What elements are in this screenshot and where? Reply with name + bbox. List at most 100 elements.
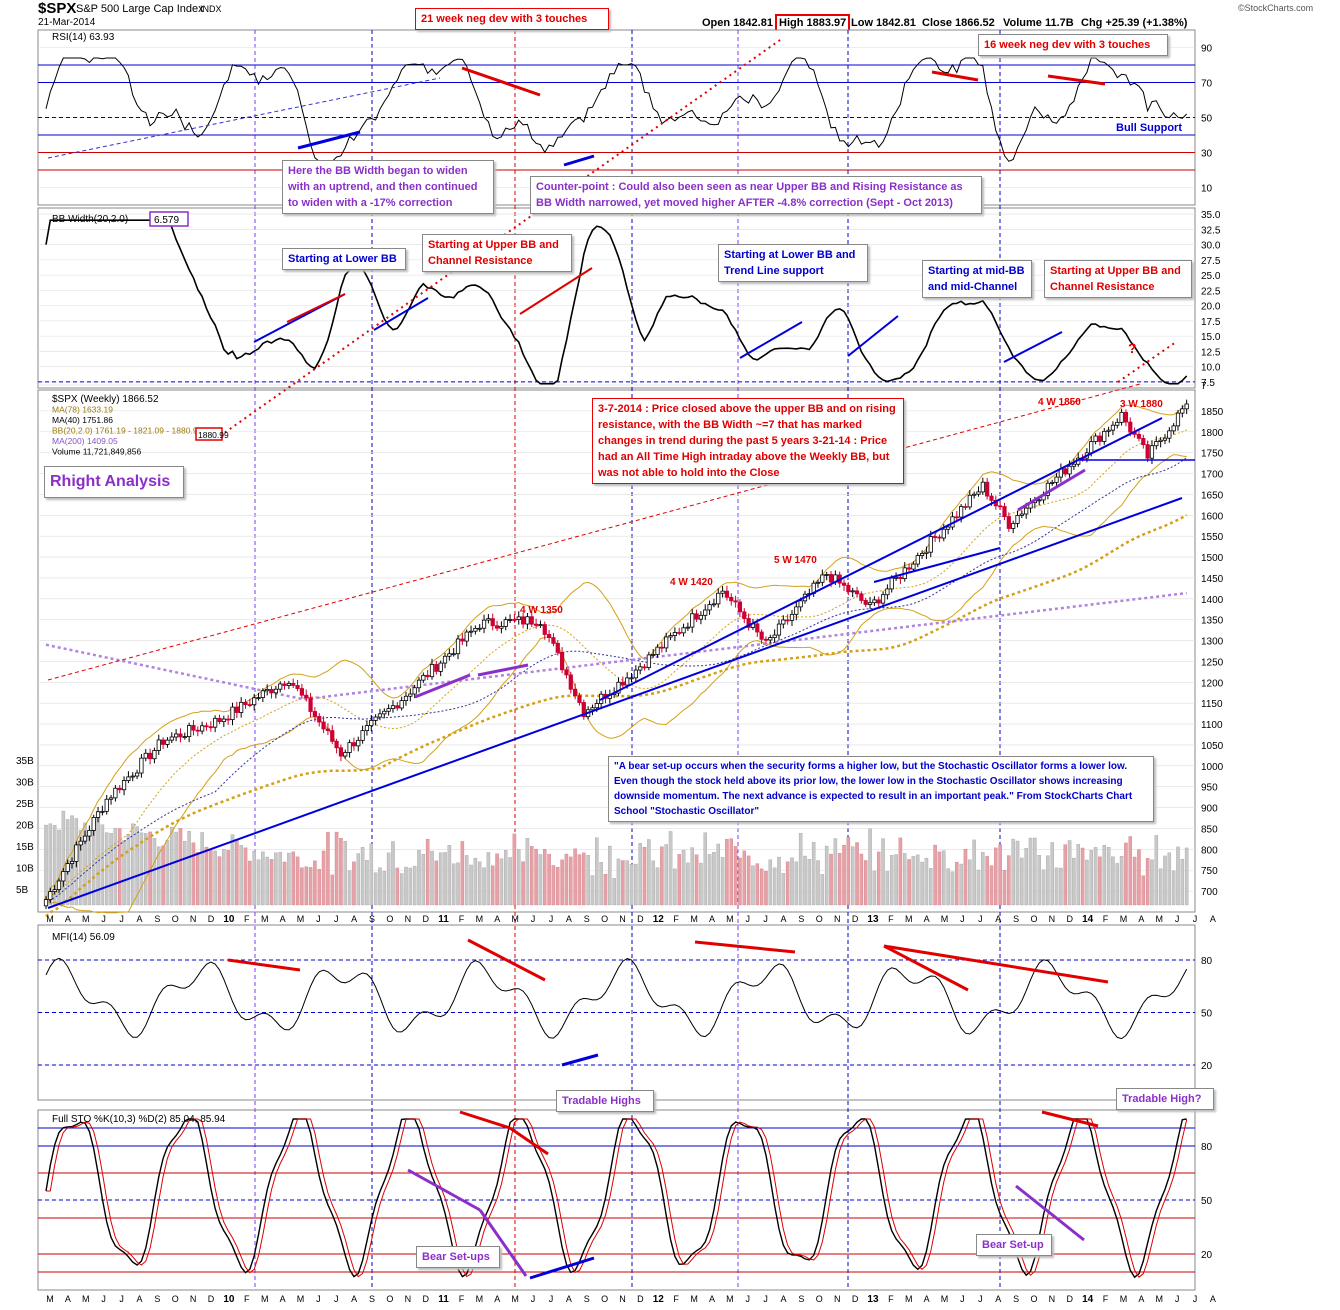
volume-bar — [113, 827, 118, 906]
candle-body — [338, 747, 344, 757]
volume-bar — [226, 850, 230, 906]
candle-body — [1089, 441, 1094, 454]
candle-body — [919, 553, 925, 556]
candle-body — [52, 889, 57, 893]
month-tick-0: J — [119, 914, 124, 924]
volume-bar — [100, 824, 105, 906]
volume-bar — [530, 846, 534, 906]
month-tick-1: M — [46, 1294, 54, 1304]
volume-bar — [543, 849, 547, 906]
volume-bar — [300, 867, 304, 906]
volume-bar — [252, 850, 256, 906]
volume-bar — [946, 868, 950, 906]
ohlc-low: Low 1842.81 — [851, 17, 916, 29]
annotation-lines — [47, 39, 1195, 1280]
volume-bar — [365, 860, 369, 906]
candle-body — [265, 689, 270, 692]
volume-bar — [872, 870, 877, 906]
month-tick-1: F — [888, 1294, 894, 1304]
candle-body — [976, 491, 981, 495]
month-tick-0: J — [334, 914, 339, 924]
month-tick-1: F — [1103, 1294, 1109, 1304]
month-tick-0: M — [476, 914, 484, 924]
bbw-value-box — [149, 211, 189, 227]
rsi-blue-2 — [563, 154, 595, 167]
volume-bar — [942, 850, 946, 906]
volume-bar — [460, 841, 465, 906]
candle-body — [390, 705, 396, 710]
month-tick-0: N — [190, 914, 197, 924]
candle-body — [547, 634, 552, 639]
month-tick-1: M — [726, 1294, 734, 1304]
candle-body — [828, 574, 834, 583]
candle-body — [520, 616, 526, 625]
volume-bar — [464, 855, 469, 906]
candle-body — [230, 706, 235, 720]
mfi-legend: MFI(14) 56.09 — [52, 932, 115, 943]
volume-bar — [334, 831, 339, 906]
candle-body — [859, 593, 864, 601]
volume-bar — [243, 847, 248, 906]
candle-body — [772, 634, 777, 638]
candle-body — [525, 616, 530, 625]
candle-body — [967, 494, 972, 508]
volume-bar — [903, 853, 907, 906]
volume-bar — [885, 871, 890, 906]
candle-body — [928, 536, 933, 553]
candle-body — [867, 602, 873, 605]
volume-bar — [477, 861, 482, 906]
volume-bar — [950, 871, 955, 906]
y-tick-price: 850 — [1201, 824, 1218, 835]
candle-body — [61, 871, 66, 882]
month-tick-1: M — [297, 1294, 305, 1304]
candle-body — [555, 642, 560, 653]
volume-bar — [1176, 846, 1180, 906]
sto-bear-2 — [478, 1209, 528, 1277]
volume-bar — [785, 861, 790, 906]
y-tick-bbw: 7.5 — [1201, 378, 1215, 389]
volume-bar — [586, 855, 590, 906]
volume-bar — [161, 845, 165, 906]
candle-body — [65, 863, 70, 872]
bbw-arrow-5 — [1003, 331, 1063, 363]
volume-bar — [1132, 856, 1137, 906]
y-tick-price: 1700 — [1201, 470, 1224, 481]
candle-body — [980, 481, 985, 493]
candle-body — [386, 708, 391, 712]
volume-bar — [621, 860, 625, 906]
candle-body — [486, 618, 491, 621]
vol-tick: 10B — [16, 864, 34, 875]
candle-body — [48, 891, 53, 900]
volume-bar — [642, 846, 647, 906]
candle-body — [551, 637, 556, 644]
volume-bar — [1137, 849, 1141, 906]
purple-setup-2 — [477, 663, 529, 677]
month-tick-1: 14 — [1082, 1294, 1094, 1305]
month-tick-0: M — [1120, 914, 1128, 924]
candle-body — [863, 600, 868, 605]
volume-bar — [144, 833, 148, 906]
candle-body — [473, 627, 478, 632]
candle-body — [959, 506, 964, 518]
candle-body — [126, 776, 131, 781]
y-tick-price: 1850 — [1201, 407, 1224, 418]
bb-flag-box — [195, 427, 223, 441]
candle-body — [581, 702, 586, 718]
vol-tick: 20B — [16, 821, 34, 832]
candle-body — [638, 666, 643, 671]
candle-body — [937, 536, 942, 539]
volume-bar — [1028, 837, 1033, 906]
candle-body — [104, 798, 109, 812]
candle-body — [481, 619, 487, 629]
volume-bar — [534, 848, 538, 906]
month-tick-1: J — [745, 1294, 750, 1304]
sto-blue-1 — [529, 1256, 595, 1280]
volume-bar — [170, 826, 174, 906]
volume-bar — [1089, 850, 1093, 906]
month-tick-1: A — [995, 1294, 1001, 1304]
volume-bar — [326, 831, 330, 906]
volume-bar — [83, 822, 87, 906]
volume-bar — [863, 860, 868, 906]
candle-body — [893, 576, 899, 579]
bbw-arrow-3 — [739, 321, 803, 359]
